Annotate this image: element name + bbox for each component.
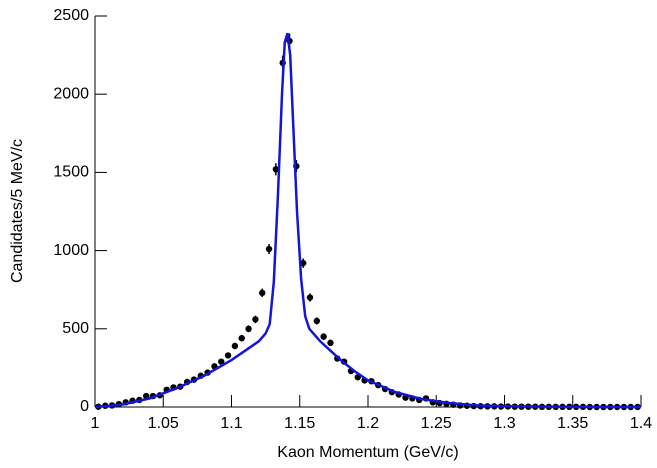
data-point <box>231 342 239 350</box>
x-tick-label: 1.25 <box>421 415 452 432</box>
data-point <box>320 333 327 340</box>
data-point <box>218 358 225 365</box>
x-tick-label: 1.35 <box>557 415 588 432</box>
data-point <box>252 316 259 323</box>
y-tick-label: 2500 <box>53 7 89 24</box>
y-axis-label: Candidates/5 MeV/c <box>9 139 26 283</box>
x-tick-label: 1.05 <box>148 415 179 432</box>
data-point <box>327 339 334 347</box>
x-tick-label: 1.3 <box>493 415 515 432</box>
x-tick-label: 1.2 <box>357 415 379 432</box>
data-point <box>313 317 321 325</box>
x-tick-label: 1.4 <box>630 415 652 432</box>
fit-curve <box>94 32 642 409</box>
data-point <box>259 289 266 297</box>
y-tick-label: 1000 <box>53 242 89 259</box>
y-tick-label: 1500 <box>53 164 89 181</box>
data-point <box>265 245 273 253</box>
data-point <box>238 334 245 342</box>
x-tick-label: 1.15 <box>284 415 315 432</box>
data-point <box>272 166 280 173</box>
y-tick-label: 500 <box>62 320 89 337</box>
data-point <box>306 294 314 301</box>
x-tick-label: 1.1 <box>220 415 242 432</box>
data-point <box>299 259 307 267</box>
y-tick-label: 2000 <box>53 85 89 102</box>
data-point <box>224 352 232 359</box>
x-axis-label: Kaon Momentum (GeV/c) <box>277 444 458 461</box>
x-tick-label: 1 <box>91 415 100 432</box>
data-point <box>245 325 252 332</box>
y-tick-label: 0 <box>80 398 89 415</box>
